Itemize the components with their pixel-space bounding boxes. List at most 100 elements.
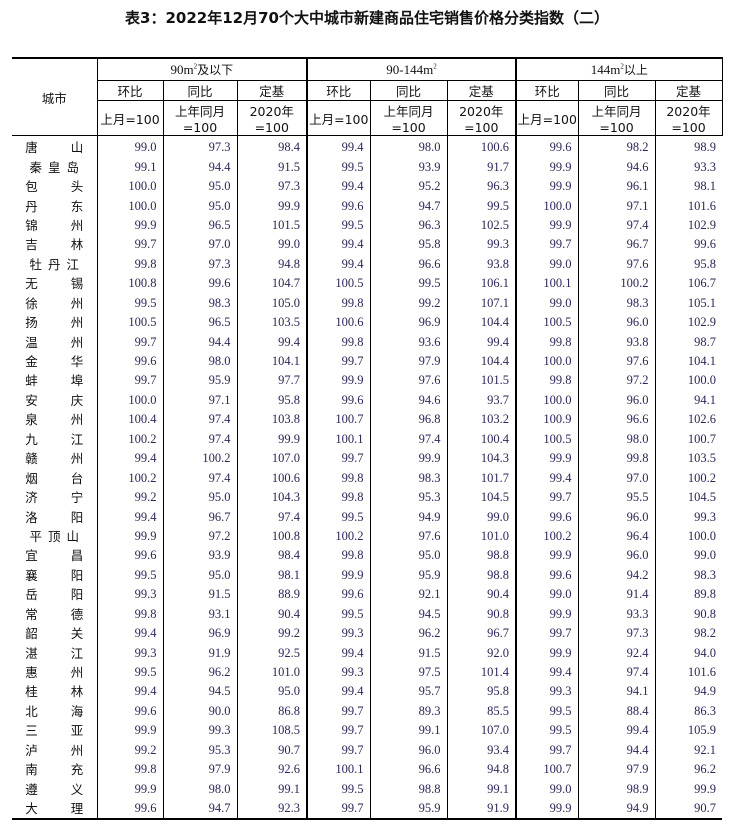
- index-value: 99.7: [96, 371, 163, 391]
- index-value: 90.0: [162, 701, 237, 722]
- base-header: 上年同月=100: [369, 100, 448, 136]
- index-value: 100.9: [515, 410, 579, 430]
- index-value: 99.5: [369, 274, 448, 294]
- city-name: 北海: [25, 703, 117, 719]
- index-value: 100.0: [96, 196, 163, 216]
- group-header-small: 90m2及以下: [96, 57, 308, 81]
- index-value: 92.4: [577, 643, 656, 663]
- index-value: 99.8: [306, 487, 371, 508]
- index-value: 97.9: [162, 760, 237, 780]
- table-row: 三亚 99.9 99.3 108.5 99.7 99.1 107.0 99.5 99.4 105.…: [12, 721, 723, 741]
- index-value: 92.1: [369, 585, 448, 605]
- index-value: 94.4: [577, 740, 656, 760]
- sub-header-row: 环比 同比 定基 环比 同比 定基 环比 同比 定基: [12, 80, 723, 101]
- city-cell: 无锡: [12, 274, 97, 293]
- index-value: 102.9: [654, 312, 723, 333]
- index-value: 94.4: [162, 332, 237, 352]
- city-cell: 烟台: [12, 468, 97, 487]
- index-value: 95.8: [369, 235, 448, 255]
- index-value: 100.1: [306, 429, 371, 449]
- index-value: 99.4: [515, 662, 579, 683]
- city-cell: 北海: [12, 702, 97, 721]
- table-row: 蚌埠 99.7 95.9 97.7 99.9 97.6 101.5 99.8 97.2 100.0: [12, 371, 723, 391]
- index-value: 99.7: [515, 623, 579, 644]
- group-label: 144m: [590, 62, 621, 77]
- city-header: 城市: [12, 57, 98, 136]
- index-value: 99.7: [306, 449, 371, 469]
- city-name: 蚌埠: [25, 373, 117, 389]
- index-value: 99.6: [654, 235, 723, 255]
- index-value: 98.8: [446, 546, 517, 566]
- index-value: 107.0: [446, 721, 517, 741]
- table-row: 桂林 99.4 94.5 95.0 99.4 95.7 95.8 99.3 94.1 94.9: [12, 682, 723, 702]
- index-value: 96.6: [577, 410, 656, 430]
- index-value: 101.0: [446, 526, 517, 547]
- index-value: 101.0: [236, 662, 308, 683]
- index-value: 86.8: [236, 701, 308, 722]
- city-cell: 宜昌: [12, 546, 97, 565]
- city-cell: 九江: [12, 430, 97, 449]
- index-value: 104.3: [446, 449, 517, 469]
- city-name: 遵义: [25, 781, 117, 797]
- index-value: 90.8: [446, 604, 517, 624]
- city-cell: 洛阳: [12, 507, 97, 526]
- index-value: 99.0: [236, 235, 308, 255]
- table-row: 无锡 100.8 99.6 104.7 100.5 99.5 106.1 100.1 100.2…: [12, 274, 723, 294]
- table-row: 烟台 100.2 97.4 100.6 99.8 98.3 101.7 99.4 97.0 100…: [12, 468, 723, 488]
- city-cell: 吉林: [12, 235, 97, 254]
- city-name: 唐山: [25, 140, 117, 156]
- index-value: 104.4: [446, 312, 517, 333]
- index-value: 99.6: [515, 135, 579, 158]
- index-value: 107.1: [446, 293, 517, 313]
- sub-header: 定基: [236, 80, 308, 101]
- index-value: 94.2: [577, 565, 656, 586]
- index-value: 99.7: [306, 721, 371, 741]
- index-value: 100.5: [96, 312, 163, 333]
- city-cell: 金华: [12, 352, 97, 371]
- group-sup: 2: [620, 62, 624, 71]
- index-value: 96.0: [577, 507, 656, 527]
- table-row: 韶关 99.4 96.9 99.2 99.3 96.2 96.7 99.7 97.3 98.2: [12, 623, 723, 644]
- index-value: 96.7: [577, 235, 656, 255]
- index-value: 99.4: [96, 623, 163, 644]
- index-value: 103.5: [654, 449, 723, 469]
- index-value: 96.0: [577, 312, 656, 333]
- group-header-large: 144m2以上: [515, 57, 723, 81]
- base-header-row: 上月=100 上年同月=100 2020年=100 上月=100 上年同月=100 202…: [12, 100, 723, 136]
- group-sup: 2: [433, 62, 437, 71]
- index-value: 99.7: [306, 351, 371, 372]
- index-value: 106.7: [654, 274, 723, 294]
- index-value: 99.9: [515, 449, 579, 469]
- index-value: 92.1: [654, 740, 723, 760]
- index-value: 106.1: [446, 274, 517, 294]
- index-value: 96.7: [446, 623, 517, 644]
- index-value: 99.7: [515, 235, 579, 255]
- index-value: 98.2: [654, 623, 723, 644]
- city-name: 韶关: [25, 626, 117, 642]
- city-cell: 唐山: [12, 136, 97, 158]
- index-value: 99.9: [96, 215, 163, 236]
- index-value: 101.5: [446, 371, 517, 391]
- index-value: 99.8: [306, 332, 371, 352]
- index-value: 98.9: [654, 135, 723, 158]
- index-value: 96.9: [369, 312, 448, 333]
- table-row: 九江 100.2 97.4 99.9 100.1 97.4 100.4 100.5 98.0 10…: [12, 429, 723, 449]
- index-value: 98.3: [654, 565, 723, 586]
- table-row: 锦州 99.9 96.5 101.5 99.5 96.3 102.5 99.9 97.4 102.…: [12, 215, 723, 236]
- city-name: 桂林: [25, 684, 117, 700]
- index-value: 99.8: [306, 293, 371, 313]
- index-value: 91.7: [446, 157, 517, 177]
- index-value: 99.9: [515, 546, 579, 566]
- index-value: 99.6: [96, 351, 163, 372]
- index-value: 99.5: [306, 157, 371, 177]
- sub-header: 同比: [162, 80, 238, 101]
- city-name: 赣州: [25, 451, 117, 467]
- index-value: 98.7: [654, 332, 723, 352]
- index-value: 99.5: [96, 565, 163, 586]
- city-cell: 牡丹江: [12, 255, 97, 274]
- city-name: 秦皇岛: [29, 159, 85, 175]
- index-value: 100.7: [515, 760, 579, 780]
- index-value: 96.5: [162, 215, 237, 236]
- sub-header: 定基: [654, 80, 723, 101]
- city-cell: 岳阳: [12, 585, 97, 604]
